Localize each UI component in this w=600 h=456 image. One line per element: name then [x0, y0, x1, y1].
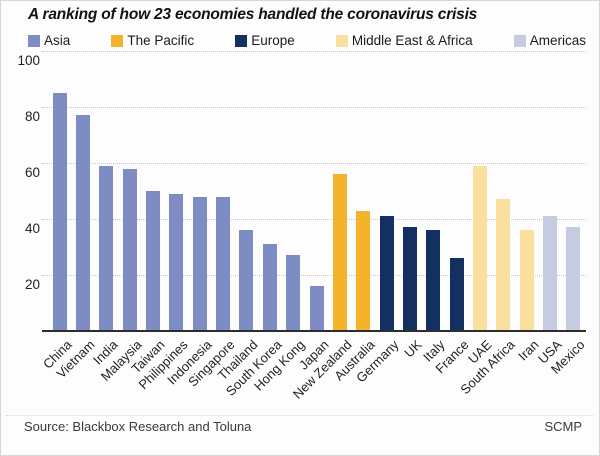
source-credit: Source: Blackbox Research and Toluna — [24, 419, 252, 434]
bar-indonesia — [192, 196, 207, 331]
publisher-credit: SCMP — [544, 419, 582, 434]
y-axis-tick-80: 80 — [24, 109, 40, 124]
legend-label-europe: Europe — [251, 33, 295, 48]
bar-singapore — [216, 196, 231, 331]
footer: Source: Blackbox Research and Toluna SCM… — [24, 419, 582, 434]
legend-swatch-asia — [28, 34, 40, 47]
bar-malaysia — [122, 168, 137, 331]
bar-italy — [426, 230, 441, 331]
bar-philippines — [169, 193, 184, 331]
legend-swatch-americas — [513, 34, 526, 47]
bar-india — [99, 165, 114, 331]
bar-australia — [356, 210, 371, 331]
gridline-40 — [42, 219, 586, 220]
bar-uk — [402, 227, 417, 331]
gridline-100 — [42, 51, 586, 52]
bar-taiwan — [146, 191, 161, 331]
bar-hong-kong — [286, 255, 301, 331]
footer-divider — [6, 415, 594, 416]
legend-item-asia: Asia — [28, 33, 70, 48]
bar-uae — [472, 165, 487, 331]
legend-swatch-middle-east-africa — [335, 34, 348, 47]
legend-swatch-europe — [235, 34, 248, 47]
bar-south-africa — [496, 199, 511, 331]
legend-item-middle-east-africa: Middle East & Africa — [335, 33, 473, 48]
chart-title: A ranking of how 23 economies handled th… — [28, 6, 478, 23]
x-axis-label-uk: UK — [401, 337, 425, 361]
legend-item-americas: Americas — [513, 33, 586, 48]
bar-vietnam — [76, 115, 91, 331]
y-axis-tick-20: 20 — [24, 277, 40, 292]
legend-label-americas: Americas — [529, 33, 586, 48]
bar-japan — [309, 286, 324, 331]
legend-label-middle-east-africa: Middle East & Africa — [351, 33, 473, 48]
y-axis-tick-40: 40 — [24, 221, 40, 236]
gridline-80 — [42, 107, 586, 108]
legend-item-europe: Europe — [235, 33, 295, 48]
bar-china — [52, 93, 67, 331]
bar-germany — [379, 216, 394, 331]
legend: Asia The Pacific Europe Middle East & Afric… — [28, 33, 586, 48]
bar-iran — [519, 230, 534, 331]
legend-item-the-pacific: The Pacific — [111, 33, 194, 48]
bar-france — [449, 258, 464, 331]
y-axis-tick-100: 100 — [17, 53, 40, 68]
x-axis-line — [42, 330, 586, 332]
bar-mexico — [566, 227, 581, 331]
bar-south-korea — [262, 244, 277, 331]
bar-thailand — [239, 230, 254, 331]
gridline-20 — [42, 275, 586, 276]
x-axis-label-iran: Iran — [514, 337, 542, 364]
legend-label-asia: Asia — [44, 33, 71, 48]
bar-new-zealand — [332, 174, 347, 331]
y-axis-tick-60: 60 — [24, 165, 40, 180]
gridline-60 — [42, 163, 586, 164]
legend-swatch-the-pacific — [111, 34, 124, 47]
bar-usa — [542, 216, 557, 331]
legend-label-the-pacific: The Pacific — [127, 33, 195, 48]
